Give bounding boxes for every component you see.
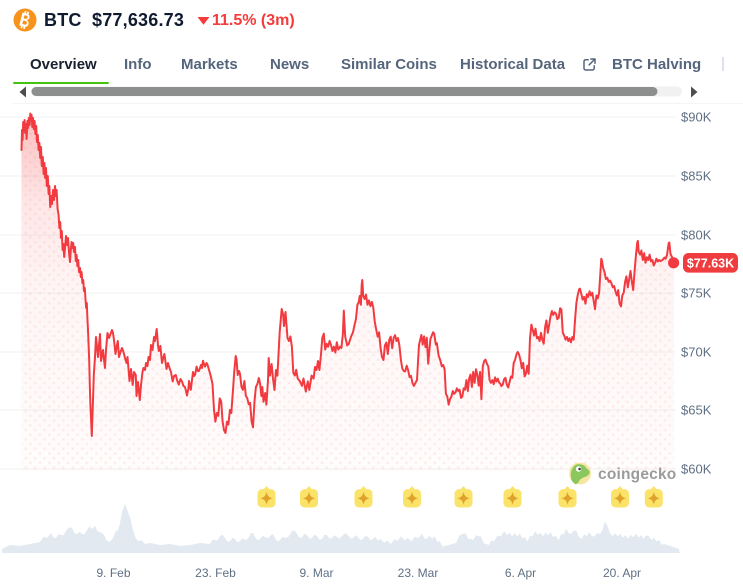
svg-text:coingecko: coingecko xyxy=(598,466,676,483)
svg-text:$77.63K: $77.63K xyxy=(687,256,734,270)
svg-text:$80K: $80K xyxy=(681,228,712,243)
svg-text:9. Mar: 9. Mar xyxy=(299,566,333,580)
svg-text:$70K: $70K xyxy=(681,345,712,360)
svg-text:20. Apr: 20. Apr xyxy=(603,566,641,580)
svg-text:$90K: $90K xyxy=(681,110,712,125)
svg-text:$65K: $65K xyxy=(681,403,712,418)
svg-text:9. Feb: 9. Feb xyxy=(96,566,130,580)
svg-text:$85K: $85K xyxy=(681,169,712,184)
svg-text:$75K: $75K xyxy=(681,286,712,301)
svg-text:6. Apr: 6. Apr xyxy=(505,566,536,580)
svg-text:23. Mar: 23. Mar xyxy=(398,566,439,580)
svg-text:23. Feb: 23. Feb xyxy=(195,566,236,580)
svg-text:$60K: $60K xyxy=(681,462,712,477)
